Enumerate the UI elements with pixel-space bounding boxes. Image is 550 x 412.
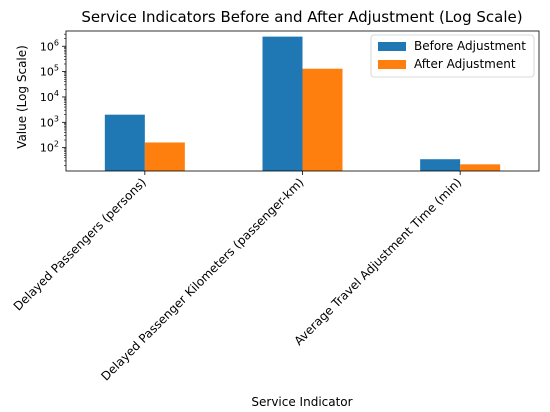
x-axis-label: Service Indicator <box>251 395 352 409</box>
x-tick-label-1: Delayed Passenger Kilometers (passenger-… <box>98 175 306 383</box>
bar-after-0 <box>144 142 185 171</box>
legend-label-1: After Adjustment <box>414 57 516 71</box>
x-tick-label-0: Delayed Passengers (persons) <box>11 175 149 313</box>
y-tick-label-2: 104 <box>40 89 59 104</box>
legend-swatch-1 <box>378 60 406 69</box>
legend-swatch-0 <box>378 42 406 51</box>
y-tick-label-0: 102 <box>40 140 59 155</box>
legend-box <box>370 34 535 78</box>
chart-title: Service Indicators Before and After Adju… <box>81 8 522 26</box>
bar-before-0 <box>104 114 145 171</box>
bar-after-2 <box>460 164 501 171</box>
y-axis-label: Value (Log Scale) <box>15 45 29 149</box>
bar-after-1 <box>302 68 343 171</box>
plot-frame <box>65 30 540 172</box>
x-tick-label-2: Average Travel Adjustment Time (min) <box>291 175 464 348</box>
y-tick-label-1: 103 <box>40 114 59 129</box>
bar-before-1 <box>262 36 303 172</box>
legend-label-0: Before Adjustment <box>414 39 526 53</box>
plot-area: Delayed Passengers (persons)Delayed Pass… <box>11 30 540 383</box>
bar-before-2 <box>420 159 461 171</box>
legend: Before Adjustment After Adjustment <box>370 34 535 78</box>
y-tick-label-4: 106 <box>40 38 59 53</box>
y-tick-label-3: 105 <box>40 64 59 79</box>
